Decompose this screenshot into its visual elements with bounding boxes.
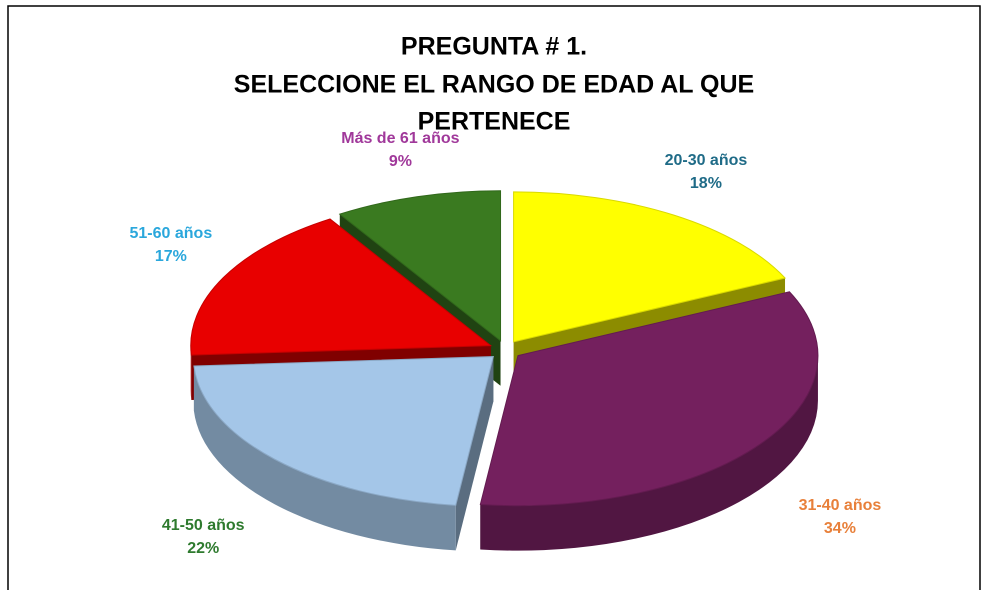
data-label-name: 31-40 años (799, 497, 882, 514)
slice-top (513, 191, 786, 343)
slice-side (190, 345, 192, 401)
data-label-name: 41-50 años (162, 517, 245, 534)
data-label-value: 34% (824, 520, 856, 537)
slice-top (190, 218, 493, 356)
slice-top (479, 291, 819, 507)
frame (7, 5, 981, 590)
slice-top (193, 356, 494, 506)
chart-title: SELECCIONE EL RANGO DE EDAD AL QUE (234, 71, 754, 99)
data-label-name: 20-30 años (665, 152, 748, 169)
data-label-value: 17% (155, 248, 187, 265)
slice-side (480, 355, 818, 551)
chart-title: PERTENECE (418, 108, 571, 136)
data-label-value: 9% (389, 153, 412, 170)
data-label-name: Más de 61 años (341, 130, 459, 147)
data-label-name: 51-60 años (130, 225, 213, 242)
slice-side (193, 365, 456, 551)
slice-cut-face (455, 356, 494, 551)
slice (479, 291, 819, 551)
data-label-value: 18% (690, 175, 722, 192)
chart-title: PREGUNTA # 1. (401, 33, 587, 61)
slice (193, 356, 494, 551)
data-label-value: 22% (187, 540, 219, 557)
slice-top (338, 190, 502, 342)
